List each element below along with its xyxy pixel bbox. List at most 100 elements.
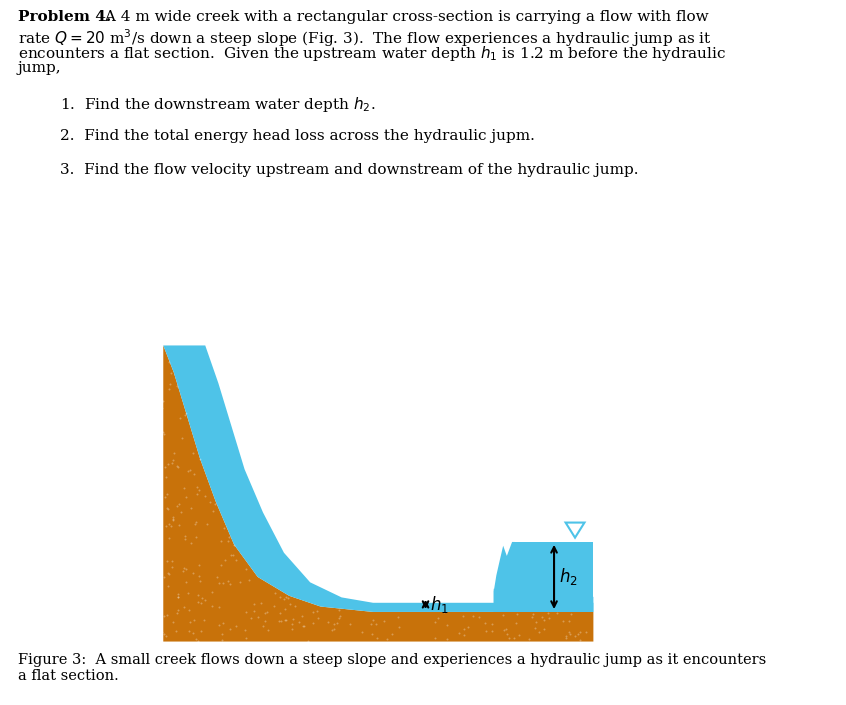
Point bbox=[164, 367, 178, 379]
Point bbox=[127, 533, 140, 544]
Point bbox=[151, 480, 165, 491]
Point bbox=[298, 620, 311, 632]
Point bbox=[247, 599, 261, 610]
Point bbox=[277, 614, 291, 625]
Point bbox=[179, 576, 193, 587]
Point bbox=[292, 616, 305, 627]
Point bbox=[147, 529, 161, 540]
Point bbox=[192, 484, 206, 496]
Point bbox=[458, 623, 471, 634]
Point bbox=[282, 592, 295, 603]
Point bbox=[159, 520, 173, 532]
Point bbox=[497, 610, 510, 621]
Point bbox=[215, 559, 228, 570]
Point bbox=[479, 625, 492, 637]
Point bbox=[261, 624, 275, 635]
Point bbox=[107, 441, 121, 452]
Point bbox=[190, 532, 203, 543]
Point bbox=[145, 587, 158, 598]
Point bbox=[497, 624, 511, 635]
Point bbox=[184, 503, 198, 514]
Point bbox=[295, 610, 309, 621]
Point bbox=[141, 596, 155, 607]
Point bbox=[332, 613, 345, 624]
Point bbox=[120, 603, 134, 614]
Point bbox=[110, 384, 124, 396]
Point bbox=[146, 616, 159, 627]
Point bbox=[162, 357, 175, 368]
Point bbox=[376, 615, 390, 627]
Point bbox=[135, 474, 149, 486]
Point bbox=[204, 496, 217, 508]
Point bbox=[190, 481, 204, 492]
Point bbox=[136, 453, 150, 464]
Point bbox=[526, 608, 540, 620]
Point bbox=[286, 613, 299, 625]
Point bbox=[528, 623, 541, 634]
Polygon shape bbox=[512, 542, 593, 612]
Point bbox=[458, 630, 471, 641]
Point bbox=[159, 630, 173, 642]
Point bbox=[169, 625, 183, 637]
Point bbox=[172, 591, 185, 603]
Point bbox=[296, 620, 310, 632]
Point bbox=[152, 462, 166, 474]
Point bbox=[129, 634, 143, 646]
Point bbox=[161, 580, 174, 591]
Point bbox=[310, 605, 324, 616]
Point bbox=[580, 626, 593, 637]
Point bbox=[178, 601, 191, 612]
Point bbox=[167, 454, 180, 465]
Point bbox=[188, 518, 201, 529]
Point bbox=[195, 593, 208, 604]
Point bbox=[179, 491, 193, 503]
Point bbox=[217, 617, 230, 628]
Point bbox=[160, 555, 173, 566]
Point bbox=[192, 596, 206, 608]
Point bbox=[148, 419, 162, 430]
Point bbox=[150, 634, 163, 646]
Point bbox=[119, 569, 133, 580]
Point bbox=[178, 482, 191, 493]
Point bbox=[556, 615, 569, 627]
Point bbox=[188, 468, 201, 479]
Point bbox=[221, 575, 234, 587]
Point bbox=[157, 610, 171, 621]
Point bbox=[251, 611, 265, 623]
Point bbox=[135, 633, 148, 644]
Point bbox=[131, 395, 145, 406]
Point bbox=[239, 606, 253, 617]
Point bbox=[173, 412, 187, 423]
Text: 2.  Find the total energy head loss across the hydraulic jupm.: 2. Find the total energy head loss acros… bbox=[60, 129, 535, 143]
Point bbox=[224, 549, 238, 560]
Point bbox=[126, 617, 140, 628]
Point bbox=[139, 572, 152, 583]
Text: $h_1$: $h_1$ bbox=[430, 594, 448, 615]
Point bbox=[140, 344, 153, 355]
Point bbox=[233, 576, 247, 587]
Point bbox=[117, 341, 130, 352]
Point bbox=[146, 393, 160, 404]
Point bbox=[132, 398, 146, 410]
Point bbox=[153, 344, 167, 355]
Point bbox=[194, 597, 207, 608]
Point bbox=[146, 551, 160, 563]
Point bbox=[216, 628, 229, 639]
Point bbox=[165, 458, 179, 469]
Point bbox=[111, 491, 124, 503]
Point bbox=[380, 633, 393, 644]
Point bbox=[183, 617, 196, 628]
Point bbox=[108, 496, 122, 507]
Point bbox=[153, 541, 167, 553]
Point bbox=[109, 393, 123, 404]
Point bbox=[327, 623, 341, 634]
Point bbox=[286, 619, 299, 630]
Point bbox=[178, 409, 191, 420]
Point bbox=[182, 587, 195, 599]
Point bbox=[156, 403, 169, 414]
Point bbox=[272, 615, 285, 626]
Point bbox=[255, 597, 268, 608]
Point bbox=[371, 632, 384, 644]
Point bbox=[145, 426, 158, 437]
Polygon shape bbox=[163, 345, 593, 612]
